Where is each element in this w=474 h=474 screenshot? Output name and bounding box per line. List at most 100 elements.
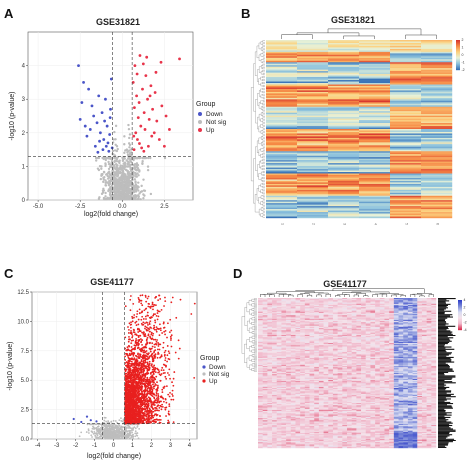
heatmap-cell <box>359 145 391 147</box>
point-up <box>143 402 146 405</box>
dendrogram-branch <box>262 200 265 203</box>
heatmap-cell <box>359 161 391 164</box>
point-up <box>155 326 158 329</box>
point-notsig <box>106 425 109 427</box>
heatmap-cell <box>328 115 360 118</box>
heatmap-cell <box>266 72 298 75</box>
point-notsig <box>125 433 128 436</box>
point-notsig <box>128 164 131 168</box>
panel-a-points <box>77 54 181 201</box>
dendrogram-branch <box>258 54 262 61</box>
heatmap-cell <box>390 44 422 47</box>
x-tick-label: 0.0 <box>118 204 127 210</box>
heatmap-cell <box>266 87 298 90</box>
heatmap-cell <box>328 65 360 67</box>
point-up <box>129 295 132 297</box>
heatmap-cell <box>297 91 329 94</box>
point-up <box>171 389 174 392</box>
point-notsig <box>108 163 112 166</box>
point-up <box>128 328 130 331</box>
point-up <box>165 401 168 404</box>
point-up <box>168 374 170 376</box>
heatmap-cell <box>297 166 329 168</box>
color-scale-step <box>456 53 460 55</box>
heatmap-cell <box>359 201 391 204</box>
heatmap-cell <box>297 151 329 153</box>
point-up <box>158 294 160 297</box>
point-up <box>146 336 149 339</box>
point-notsig <box>87 429 90 432</box>
heatmap-cell <box>390 90 422 93</box>
point-up <box>137 101 141 104</box>
x-tick-label: 2.5 <box>160 204 169 210</box>
dendrogram-branch <box>255 146 258 171</box>
heatmap-cell <box>328 60 360 63</box>
point-up <box>144 322 146 325</box>
point-up <box>174 351 177 354</box>
heatmap-cell <box>421 120 453 122</box>
heatmap-cell <box>328 200 360 202</box>
heatmap-cell <box>328 88 360 91</box>
point-notsig <box>137 174 140 177</box>
heatmap-cell <box>297 155 329 158</box>
point-up <box>141 304 144 307</box>
heatmap-cell <box>390 182 422 185</box>
heatmap-cell <box>390 203 422 205</box>
point-notsig <box>134 166 138 169</box>
heatmap-cell <box>266 130 298 133</box>
point-notsig <box>123 434 126 437</box>
heatmap-cell <box>328 164 360 167</box>
heatmap-cell <box>359 166 391 168</box>
heatmap-cell <box>266 158 298 161</box>
point-notsig <box>142 197 145 200</box>
heatmap-cell <box>266 112 298 115</box>
heatmap-cell <box>421 108 453 110</box>
heatmap-cell <box>359 169 391 171</box>
heatmap-cell <box>297 194 329 196</box>
heatmap-cell <box>297 204 329 207</box>
heatmap-cell <box>297 134 329 137</box>
point-notsig <box>129 175 133 179</box>
heatmap-cell <box>390 197 422 199</box>
point-notsig <box>126 436 129 439</box>
heatmap-cell <box>297 164 329 167</box>
heatmap-cell <box>390 41 422 44</box>
heatmap-cell <box>328 78 360 81</box>
point-up <box>152 393 155 396</box>
point-up <box>163 354 166 357</box>
point-notsig <box>97 436 100 439</box>
point-up <box>140 341 142 344</box>
heatmap-cell <box>328 50 360 53</box>
column-label: 3 <box>343 223 347 225</box>
point-up <box>163 330 166 333</box>
point-up <box>144 414 147 417</box>
heatmap-cell <box>421 210 453 213</box>
point-up <box>127 356 130 359</box>
point-up <box>139 368 141 371</box>
point-notsig <box>113 156 117 160</box>
heatmap-cell <box>297 57 329 60</box>
color-scale-step <box>456 69 460 71</box>
point-up <box>157 342 160 344</box>
point-up <box>128 405 131 408</box>
color-scale-step <box>456 54 460 56</box>
point-up <box>156 309 159 312</box>
point-up <box>167 410 170 413</box>
heatmap-cell <box>266 106 298 109</box>
point-notsig <box>116 436 119 439</box>
point-notsig <box>116 147 119 151</box>
heatmap-cell <box>390 99 422 102</box>
heatmap-cell <box>328 117 360 119</box>
heatmap-cell <box>359 78 391 81</box>
point-notsig <box>113 160 116 164</box>
heatmap-cell <box>359 149 391 152</box>
color-scale-label: -2 <box>462 68 465 72</box>
point-notsig <box>108 427 111 430</box>
point-notsig <box>126 151 129 154</box>
point-notsig <box>112 424 115 427</box>
point-up <box>167 322 169 325</box>
point-up <box>142 331 145 334</box>
heatmap-cell <box>359 195 391 198</box>
point-up <box>141 323 144 326</box>
color-scale-step <box>456 41 460 43</box>
